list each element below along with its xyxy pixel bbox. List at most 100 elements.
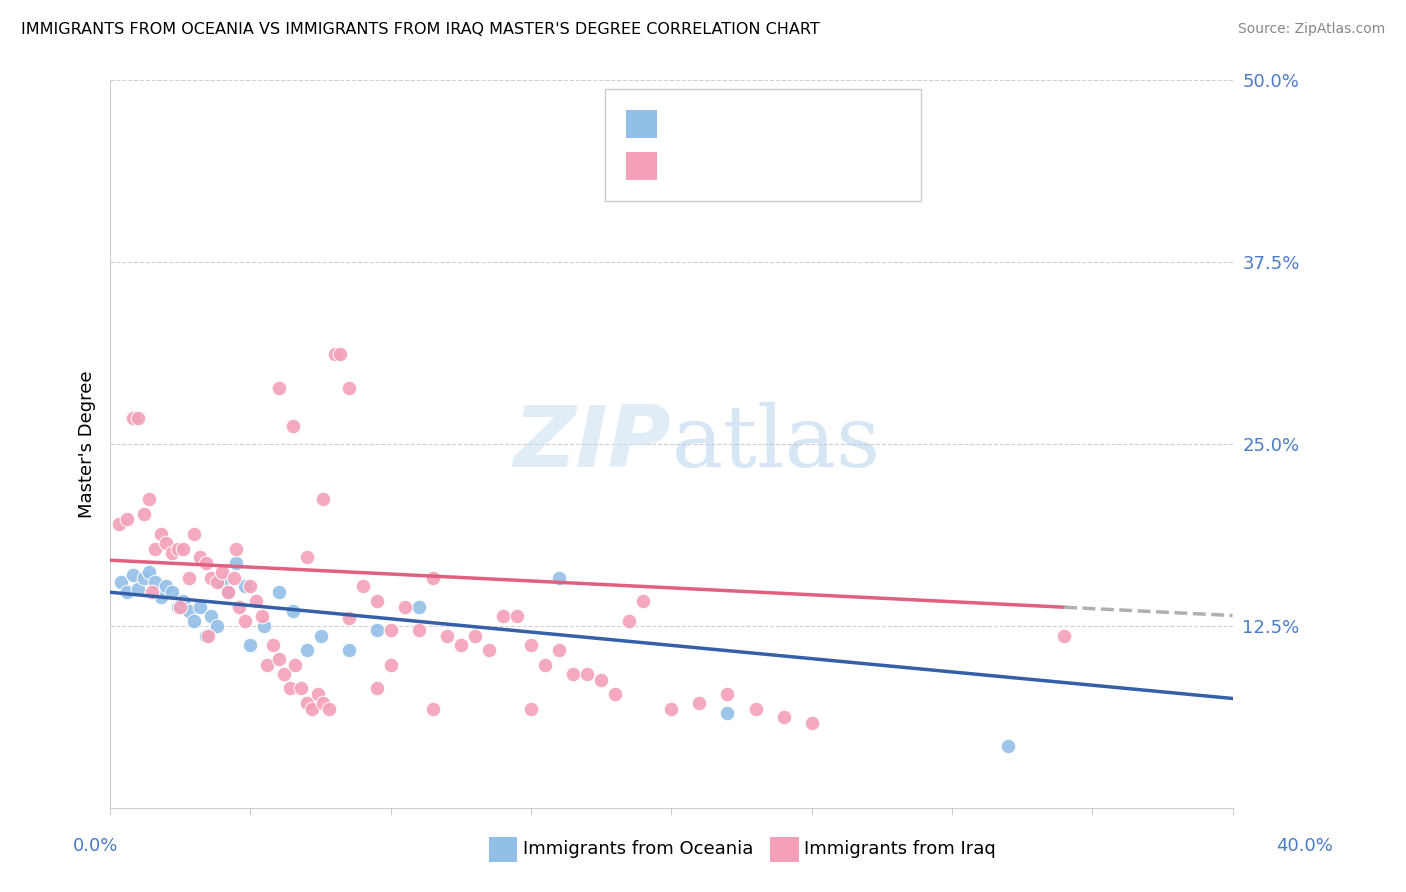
Point	[688, 696, 710, 710]
Point	[633, 594, 655, 608]
Point	[169, 599, 191, 614]
Point	[422, 701, 444, 715]
Point	[318, 701, 340, 715]
Point	[262, 638, 284, 652]
Point	[239, 638, 262, 652]
Point	[141, 585, 163, 599]
Point	[121, 410, 143, 425]
Point	[222, 571, 245, 585]
Point	[380, 623, 402, 637]
Point	[172, 541, 194, 556]
Point	[194, 629, 217, 643]
Point	[205, 575, 228, 590]
Point	[520, 638, 543, 652]
Point	[197, 629, 219, 643]
Point	[281, 419, 304, 434]
Point	[1389, 687, 1406, 701]
Point	[177, 571, 200, 585]
Point	[149, 527, 172, 541]
Point	[548, 571, 571, 585]
Point	[591, 673, 613, 687]
Point	[267, 585, 290, 599]
Point	[225, 541, 247, 556]
Point	[132, 507, 155, 521]
Text: Source: ZipAtlas.com: Source: ZipAtlas.com	[1237, 22, 1385, 37]
Point	[605, 687, 627, 701]
Point	[177, 604, 200, 618]
Point	[329, 346, 352, 360]
Point	[394, 599, 416, 614]
Text: atlas: atlas	[671, 402, 880, 485]
Point	[278, 681, 301, 696]
Point	[115, 585, 138, 599]
Point	[253, 618, 276, 632]
Text: IMMIGRANTS FROM OCEANIA VS IMMIGRANTS FROM IRAQ MASTER'S DEGREE CORRELATION CHAR: IMMIGRANTS FROM OCEANIA VS IMMIGRANTS FR…	[21, 22, 820, 37]
Point	[295, 550, 318, 565]
Point	[301, 701, 323, 715]
Text: Immigrants from Iraq: Immigrants from Iraq	[804, 840, 995, 858]
Y-axis label: Master's Degree: Master's Degree	[79, 370, 96, 517]
Point	[188, 599, 211, 614]
Point	[716, 706, 738, 720]
Point	[225, 556, 247, 570]
Point	[183, 527, 205, 541]
Point	[408, 599, 430, 614]
Point	[295, 696, 318, 710]
Point	[155, 579, 177, 593]
Text: 40.0%: 40.0%	[1277, 837, 1333, 855]
Point	[422, 571, 444, 585]
Text: ZIP: ZIP	[513, 402, 671, 485]
Point	[534, 658, 557, 673]
Point	[295, 643, 318, 657]
Point	[132, 571, 155, 585]
Point	[239, 579, 262, 593]
Point	[149, 590, 172, 604]
Point	[160, 546, 183, 560]
Point	[309, 629, 332, 643]
Point	[548, 643, 571, 657]
Point	[200, 571, 222, 585]
Point	[127, 410, 149, 425]
Point	[110, 575, 132, 590]
Point	[245, 594, 267, 608]
Text: R = −0.152   N = 84: R = −0.152 N = 84	[665, 158, 858, 176]
Point	[267, 652, 290, 666]
Point	[1053, 629, 1076, 643]
Point	[576, 666, 599, 681]
Point	[217, 585, 239, 599]
Text: R = −0.113   N = 34: R = −0.113 N = 34	[665, 116, 858, 134]
Point	[619, 615, 641, 629]
Text: 0.0%: 0.0%	[73, 837, 118, 855]
Point	[520, 701, 543, 715]
Point	[228, 599, 250, 614]
Point	[290, 681, 312, 696]
Point	[273, 666, 295, 681]
Point	[267, 382, 290, 396]
Point	[281, 604, 304, 618]
Point	[217, 585, 239, 599]
Point	[200, 608, 222, 623]
Point	[716, 687, 738, 701]
Point	[366, 623, 388, 637]
Point	[211, 575, 233, 590]
Point	[127, 582, 149, 597]
Point	[562, 666, 585, 681]
Point	[366, 681, 388, 696]
Point	[256, 658, 278, 673]
Point	[284, 658, 307, 673]
Point	[107, 516, 129, 531]
Point	[312, 492, 335, 507]
Point	[464, 629, 486, 643]
Point	[233, 615, 256, 629]
Point	[450, 638, 472, 652]
Point	[155, 535, 177, 549]
Point	[121, 567, 143, 582]
Point	[172, 594, 194, 608]
Point	[115, 512, 138, 526]
Point	[744, 701, 766, 715]
Point	[337, 643, 360, 657]
Point	[506, 608, 529, 623]
Point	[143, 541, 166, 556]
Point	[138, 492, 160, 507]
Point	[323, 346, 346, 360]
